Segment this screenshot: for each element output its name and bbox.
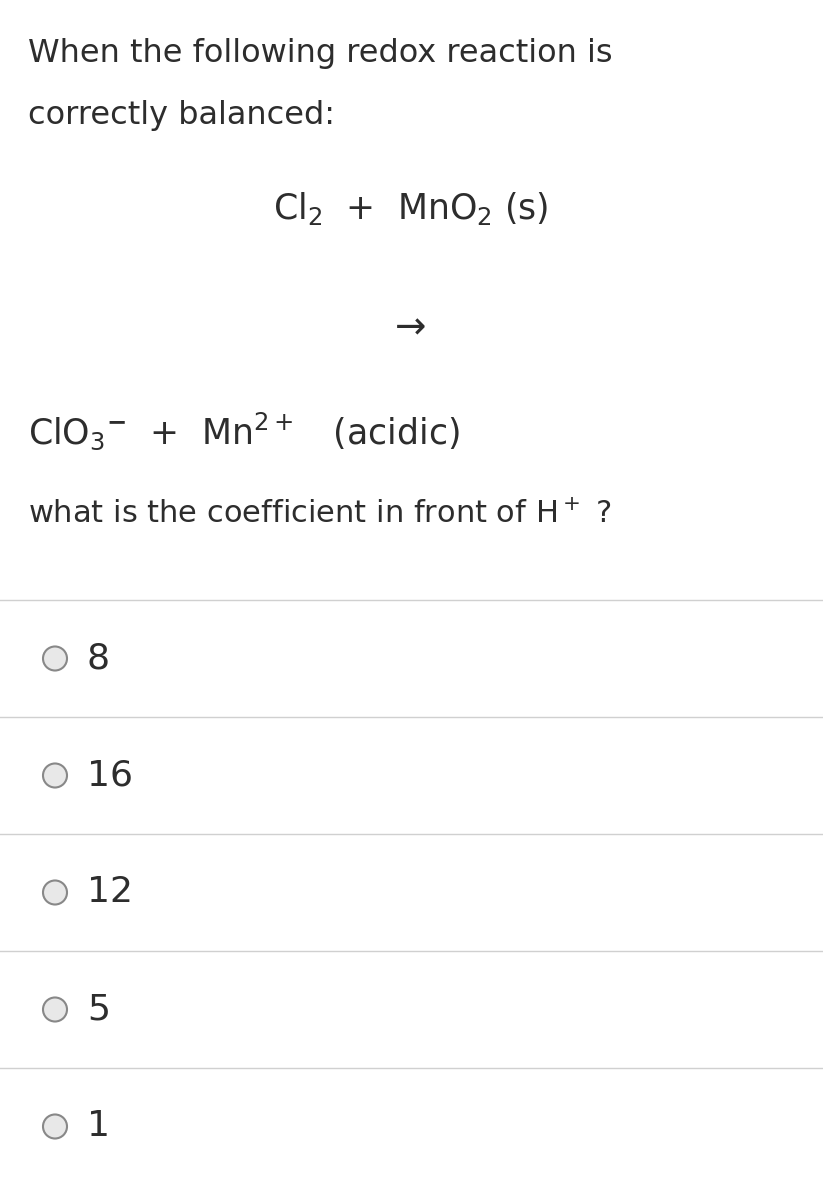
Text: what is the coefficient in front of H$^+$ ?: what is the coefficient in front of H$^+…: [28, 500, 611, 529]
Circle shape: [43, 997, 67, 1021]
Text: ClO$_3$$^{\mathbf{-}}$  +  Mn$^{2+}$   (acidic): ClO$_3$$^{\mathbf{-}}$ + Mn$^{2+}$ (acid…: [28, 410, 460, 451]
Text: 8: 8: [87, 642, 110, 676]
Text: Cl$_2$  +  MnO$_2$ (s): Cl$_2$ + MnO$_2$ (s): [273, 190, 549, 227]
Text: →: →: [395, 310, 426, 346]
Text: 1: 1: [87, 1110, 110, 1144]
Circle shape: [43, 1115, 67, 1139]
Text: When the following redox reaction is: When the following redox reaction is: [28, 38, 612, 68]
Circle shape: [43, 763, 67, 787]
Text: 5: 5: [87, 992, 110, 1026]
Text: 16: 16: [87, 758, 133, 792]
Circle shape: [43, 881, 67, 905]
Circle shape: [43, 647, 67, 671]
Text: 12: 12: [87, 876, 133, 910]
Text: correctly balanced:: correctly balanced:: [28, 100, 335, 131]
